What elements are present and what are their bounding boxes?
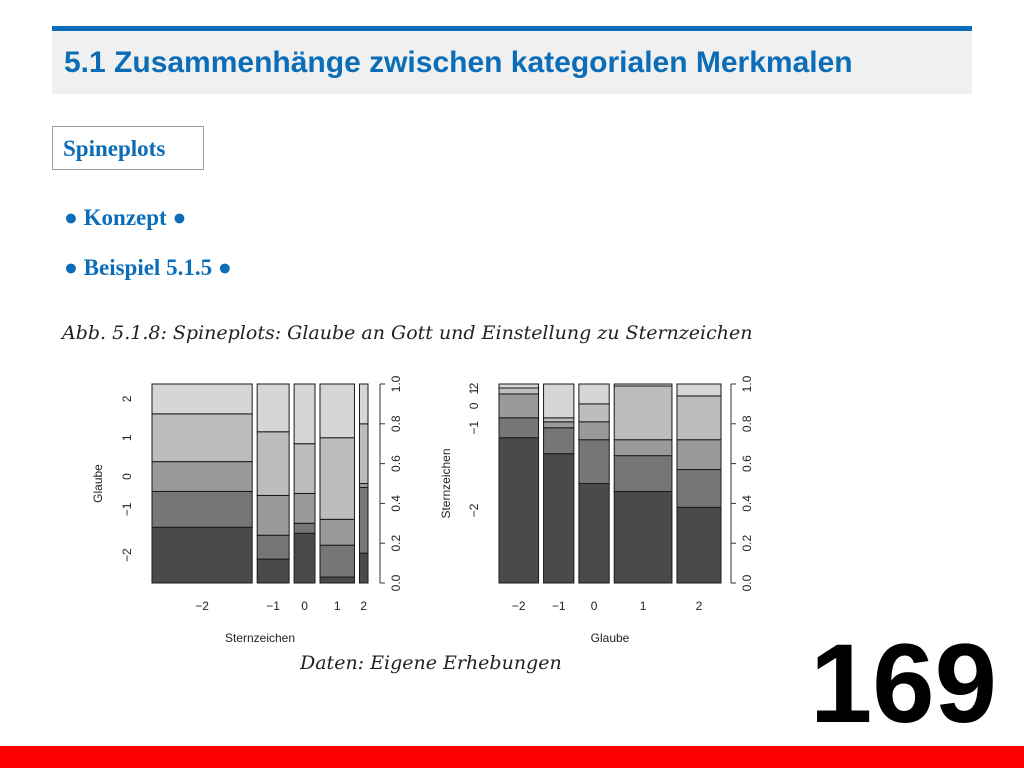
segment-col1-level2 — [151, 490, 253, 528]
y-right-tick-label: 0.4 — [740, 495, 754, 512]
segment-col4-level4 — [319, 437, 355, 520]
x-tick-label: 1 — [334, 599, 341, 613]
spineplot-2: −2 −1 0 1 2−2−10120.00.20.40.60.81.0GlaubeSt… — [439, 375, 754, 645]
segment-col1-level3 — [151, 461, 253, 492]
segment-col4-level2 — [613, 455, 673, 492]
segment-col5-level5 — [676, 383, 722, 397]
y-left-tick-label: −2 — [467, 503, 481, 517]
x-tick-label: 2 — [696, 599, 703, 613]
y-right-tick-label: 0.4 — [389, 495, 403, 512]
x-tick-label: −2 — [512, 599, 526, 613]
x-axis-title: Glaube — [591, 631, 630, 645]
segment-col2-level3 — [256, 494, 290, 536]
y-right-tick-label: 0.6 — [740, 455, 754, 472]
y-left-tick-label: 0 — [120, 473, 134, 480]
segment-col1-level5 — [151, 383, 253, 415]
segment-col2-level4 — [256, 431, 290, 496]
spineplot-1: −2 −1 0 1 2 −2 −1 0 1 2 0.0 0.2 0.4 0.6 0.8 1.0 Sternzei… — [91, 375, 403, 645]
segment-col1-level2 — [498, 417, 540, 439]
segment-col3-level2 — [578, 439, 610, 484]
segment-col1-level3 — [498, 393, 540, 419]
segment-col4-level4 — [613, 385, 673, 441]
y-axis-title: Sternzeichen — [439, 448, 453, 518]
x-tick-label: −2 — [195, 599, 209, 613]
y-right-tick-label: 0.6 — [389, 455, 403, 472]
y-left-tick-label: −1 — [120, 502, 134, 516]
segment-col3-level3 — [293, 492, 316, 524]
segment-col4-level1 — [613, 490, 673, 584]
y-right-tick-label: 1.0 — [389, 375, 403, 392]
x-axis-title: Sternzeichen — [225, 631, 295, 645]
segment-col4-level2 — [319, 544, 355, 578]
x-tick-label: 2 — [360, 599, 367, 613]
footer-bar — [0, 746, 1024, 768]
data-source: Daten: Eigene Erhebungen — [300, 652, 562, 674]
y-right-tick-label: 0.2 — [389, 535, 403, 552]
y-left-tick-label: 2 — [467, 382, 481, 389]
segment-col3-level1 — [293, 532, 316, 584]
segment-col3-level2 — [293, 522, 316, 534]
segment-col5-level1 — [676, 506, 722, 584]
segment-col4-level5 — [613, 383, 673, 387]
segment-col5-level4 — [358, 423, 369, 484]
y-right-tick-label: 0.8 — [740, 415, 754, 432]
segment-col3-level4 — [578, 403, 610, 423]
segment-col3-level1 — [578, 483, 610, 584]
y-right-tick-label: 1.0 — [740, 375, 754, 392]
segment-col2-level3 — [543, 421, 575, 429]
segment-col3-level5 — [293, 383, 316, 445]
section-label: Spineplots — [63, 136, 166, 161]
segment-col4-level3 — [613, 439, 673, 457]
title-bar: 5.1 Zusammenhänge zwischen kategorialen … — [52, 26, 972, 94]
x-tick-label: −1 — [552, 599, 566, 613]
x-tick-label: −1 — [266, 599, 280, 613]
segment-col5-level3 — [676, 439, 722, 471]
segment-col4-level1 — [319, 576, 355, 584]
segment-col1-level1 — [151, 526, 253, 584]
segment-col5-level4 — [676, 395, 722, 441]
segment-col3-level5 — [578, 383, 610, 405]
segment-col2-level2 — [256, 534, 290, 560]
segment-col5-level2 — [676, 469, 722, 508]
slide-title: 5.1 Zusammenhänge zwischen kategorialen … — [64, 46, 853, 79]
x-tick-label: 0 — [591, 599, 598, 613]
segment-col3-level4 — [293, 443, 316, 494]
segment-col5-level2 — [358, 486, 369, 554]
segment-col1-level4 — [151, 413, 253, 463]
figure-caption: Abb. 5.1.8: Spineplots: Glaube an Gott u… — [62, 322, 753, 344]
y-left-tick-label: −1 — [467, 421, 481, 435]
y-left-tick-label: 1 — [467, 387, 481, 394]
y-right-tick-label: 0.0 — [740, 574, 754, 591]
segment-col2-level4 — [543, 417, 575, 423]
y-axis-title: Glaube — [91, 464, 105, 503]
section-label-box: Spineplots — [52, 126, 204, 170]
segment-col5-level5 — [358, 383, 369, 425]
x-tick-label: 0 — [301, 599, 308, 613]
y-right-tick-label: 0.2 — [740, 535, 754, 552]
y-right-tick-label: 0.0 — [389, 574, 403, 591]
y-right-tick-label: 0.8 — [389, 415, 403, 432]
bullet-konzept[interactable]: ● Konzept ● — [64, 205, 187, 230]
segment-col5-level3 — [358, 483, 369, 488]
segment-col2-level5 — [543, 383, 575, 419]
segment-col2-level2 — [543, 427, 575, 455]
segment-col2-level1 — [256, 558, 290, 584]
segment-col2-level1 — [543, 453, 575, 584]
segment-col1-level5 — [498, 383, 540, 389]
y-left-tick-label: 2 — [120, 395, 134, 402]
segment-col5-level1 — [358, 552, 369, 584]
segment-col1-level4 — [498, 387, 540, 395]
page-number: 169 — [810, 621, 997, 746]
segment-col2-level5 — [256, 383, 290, 433]
segment-col4-level5 — [319, 383, 355, 439]
y-left-tick-label: 1 — [120, 434, 134, 441]
segment-col4-level3 — [319, 518, 355, 546]
segment-col3-level3 — [578, 421, 610, 441]
x-tick-label: 1 — [640, 599, 647, 613]
y-left-tick-label: −2 — [120, 548, 134, 562]
y-left-tick-label: 0 — [467, 402, 481, 409]
bullet-beispiel[interactable]: ● Beispiel 5.1.5 ● — [64, 255, 232, 280]
segment-col1-level1 — [498, 437, 540, 584]
